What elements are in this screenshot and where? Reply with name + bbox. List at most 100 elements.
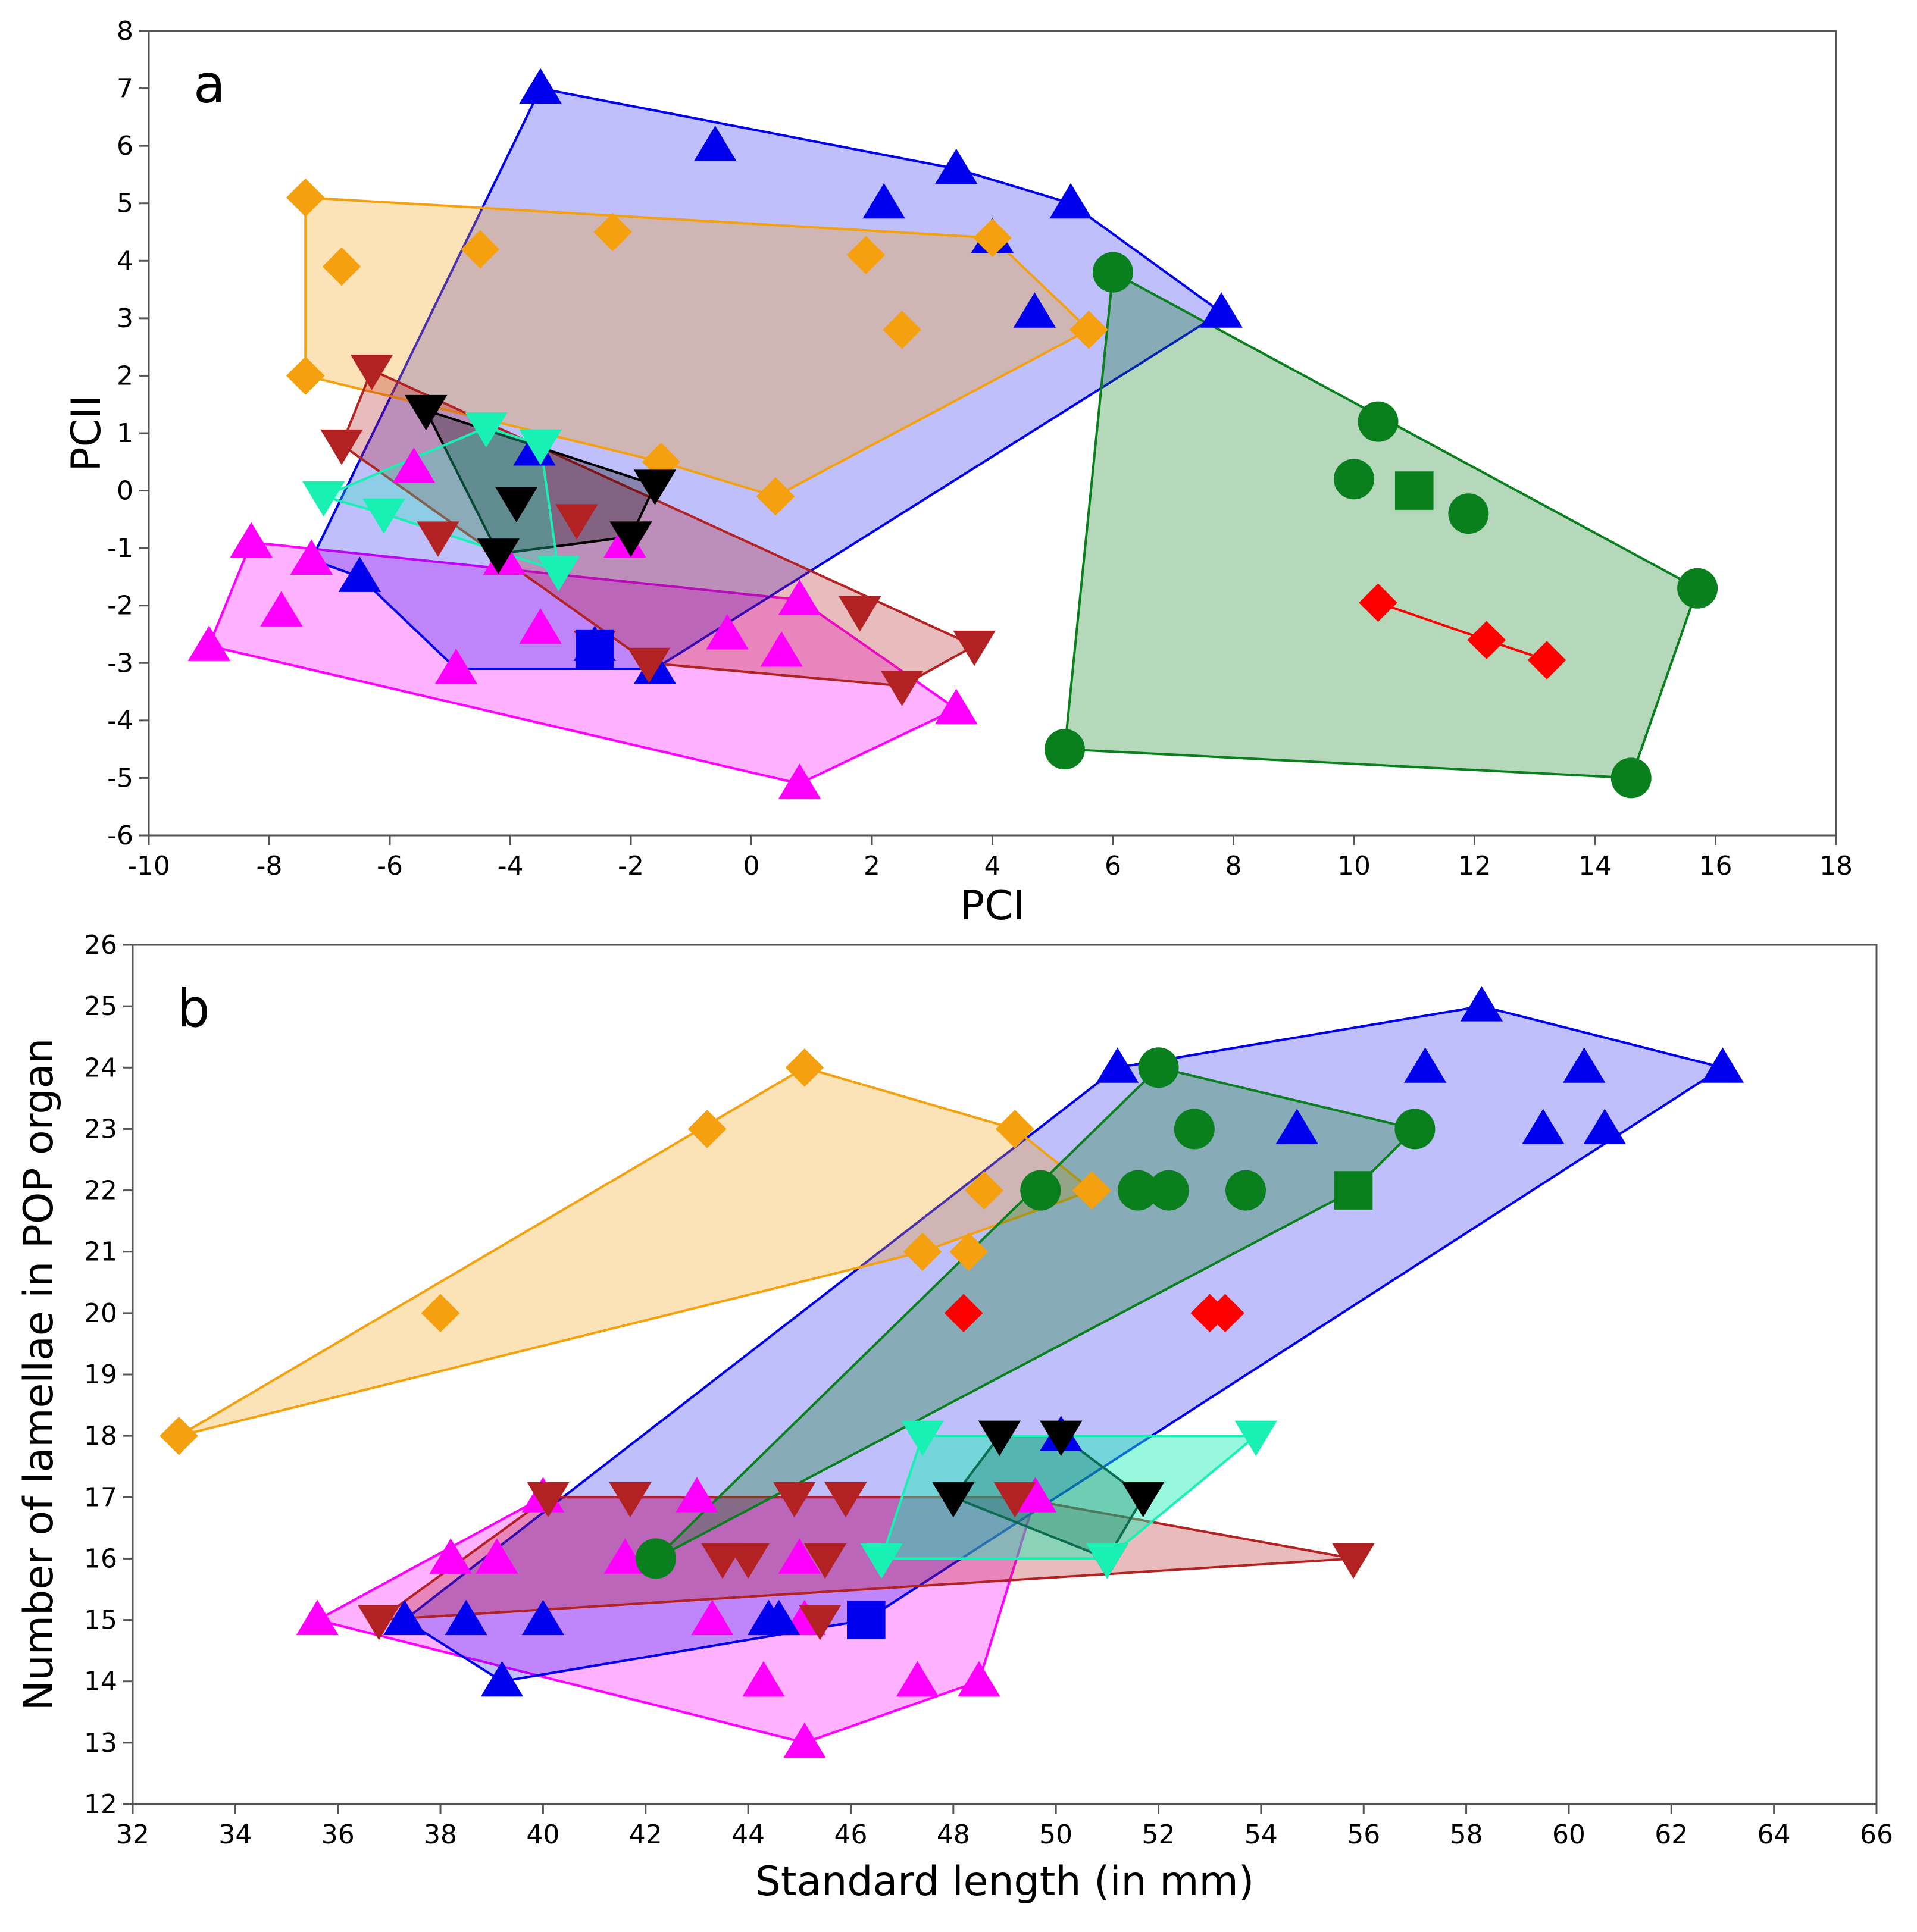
panel-a-magenta-triangle-up-point-3 [260,591,303,627]
panel-a-black-triangle-down-point-1 [405,394,448,431]
panel-b-magenta-triangle-up-point-5 [603,1538,646,1574]
panel-b-orange-diamond-point-2 [687,1110,727,1148]
panel-b-y-tick-label: 18 [84,1421,117,1451]
panel-a-x-tick-label: -4 [498,851,524,881]
panel-b-black-triangle-down-point-2 [1040,1420,1083,1457]
panel-b-magenta-triangle-up-point-8 [742,1661,785,1697]
panel-b-darkred-triangle-down-point-11 [1332,1543,1375,1579]
panel-b-darkred-triangle-down-point-6 [993,1482,1036,1518]
panel-b-x-tick-label: 38 [424,1820,457,1850]
panel-a-orange-diamond-point-2 [322,247,361,286]
panel-a-cyan-triangle-down-point-2 [519,429,562,465]
panel-b-y-tick-label: 17 [84,1482,117,1513]
panel-b-magenta-triangle-up-point-1 [296,1599,339,1636]
panel-a-blue-triangle-up-point-10 [338,556,381,592]
panel-a-magenta-triangle-up-point-10 [760,631,803,667]
panel-b-magenta-triangle-up-point-14 [1014,1477,1057,1513]
panel-a-green-square-marker [1394,471,1434,510]
panel-b-magenta-triangle-up-point-13 [958,1661,1000,1697]
panel-a-panel-letter: a [193,54,226,115]
panel-b-orange-diamond-point-3 [995,1110,1034,1148]
panel-b-y-tick-label: 13 [84,1728,117,1758]
panel-b-darkred-triangle-down-point-4 [773,1482,816,1518]
panel-a-green-circle-point-4 [1448,493,1489,534]
panel-a-y-tick-label: -1 [107,533,133,563]
panel-a-cyan-triangle-down-point-1 [465,412,508,448]
panel-a-magenta-triangle-up-point-11 [778,580,821,615]
panel-b-magenta-triangle-up-point-11 [783,1722,826,1758]
panel-b-x-tick-label: 62 [1655,1820,1688,1850]
panel-b-y-tick-label: 22 [84,1176,117,1206]
panel-a-y-tick-label: 1 [117,418,133,449]
panel-b-y-tick-label: 21 [84,1237,117,1267]
panel-b-blue-triangle-up-point-5 [1701,1047,1744,1083]
panel-b-black-triangle-down-point-1 [978,1420,1021,1457]
panel-b-blue-triangle-up-point-7 [1522,1109,1565,1144]
panel-b-cyan-triangle-down-point-2 [1234,1420,1277,1457]
panel-a-x-tick-label: 10 [1337,851,1371,881]
panel-a-orange-diamond-point-4 [593,212,632,252]
panel-a-magenta-triangle-up-point-13 [778,763,821,799]
panel-b-blue-triangle-up-point-2 [1460,986,1503,1022]
panel-b-green-circle-point-1 [1138,1047,1179,1088]
panel-a-cyan-triangle-down-point-5 [537,556,580,591]
panel-b-x-tick-label: 54 [1244,1820,1278,1850]
panel-a-green-circle-point-3 [1334,459,1374,500]
panel-b-blue-triangle-up-point-6 [1275,1109,1318,1144]
panel-a-y-tick-label: 4 [117,246,133,276]
panel-b-y-tick-label: 19 [84,1360,117,1390]
panel-a-magenta-triangle-up-point-4 [290,539,333,575]
panel-a-green-circle-point-6 [1610,757,1652,799]
panel-b-orange-diamond-point-4 [965,1171,1003,1210]
panel-a-cyan-triangle-down-point-3 [302,481,345,517]
panel-b-x-tick-label: 34 [218,1820,252,1850]
panel-b-x-tick-label: 48 [937,1820,970,1850]
panel-b-x-tick-label: 40 [526,1820,559,1850]
panel-a-x-tick-label: 12 [1458,851,1491,881]
panel-b-x-tick-label: 36 [321,1820,355,1850]
panel-b-x-tick-label: 32 [116,1820,149,1850]
panel-a-x-tick-label: 16 [1699,851,1733,881]
panel-a-plot-frame [148,30,1837,837]
panel-a-orange-diamond-point-5 [846,236,886,274]
panel-a-x-axis-label: PCI [960,882,1025,929]
panel-b-blue-triangle-up-point-3 [1403,1047,1447,1083]
panel-a-y-tick-label: -5 [107,763,133,793]
panel-b-y-tick-label: 16 [84,1543,117,1574]
panel-a-y-tick-label: -4 [107,706,133,736]
panel-b-blue-triangle-up-point-15 [480,1661,524,1697]
panel-a-y-tick-label: -6 [107,821,133,851]
panel-b-blue-triangle-up-point-10 [383,1599,426,1636]
panel-a-x-tick-label: -8 [257,851,283,881]
panel-a-darkred-triangle-down-point-3 [417,521,459,557]
panel-a-orange-diamond-point-3 [461,230,500,269]
panel-a-y-tick-label: 5 [117,189,133,219]
panel-b-x-tick-label: 56 [1347,1820,1380,1850]
panel-a-black-triangle-down-point-2 [495,487,538,522]
panel-b-y-tick-label: 14 [84,1667,117,1697]
panel-b-magenta-triangle-up-point-6 [676,1477,718,1513]
panel-a-x-tick-label: 18 [1819,851,1853,881]
panel-b-magenta-triangle-up-point-7 [691,1599,734,1636]
panel-b-y-tick-label: 24 [84,1053,117,1083]
panel-a-x-tick-label: -2 [618,851,644,881]
panel-b-green-circle-point-5 [1118,1170,1159,1211]
panel-b-magenta-triangle-up-point-2 [429,1538,472,1574]
panel-b-darkred-triangle-down-point-10 [799,1605,842,1640]
panel-b-x-axis-label: Standard length (in mm) [755,1858,1254,1905]
panel-b-x-tick-label: 52 [1142,1820,1175,1850]
panel-a-magenta-triangle-up-point-7 [519,608,562,644]
panel-a-blue-triangle-up-point-4 [935,148,978,184]
panel-a-green-circle-point-1 [1093,252,1133,293]
panel-a-black-triangle-down-point-4 [609,521,652,557]
panel-b-y-tick-label: 20 [84,1298,117,1329]
panel-b-darkred-triangle-down-point-2 [527,1482,570,1518]
panel-a-orange-diamond-point-11 [756,477,795,516]
panel-a-blue-triangle-up-point-7 [1013,292,1056,328]
panel-a-magenta-triangle-up-point-2 [230,522,273,558]
panel-a-x-tick-label: -6 [377,851,403,881]
panel-a-darkred-triangle-down-point-1 [350,355,393,390]
panel-a-y-tick-label: -3 [107,648,133,678]
panel-b-x-tick-label: 50 [1039,1820,1072,1850]
panel-b-red-diamond-point-3 [1206,1294,1244,1333]
